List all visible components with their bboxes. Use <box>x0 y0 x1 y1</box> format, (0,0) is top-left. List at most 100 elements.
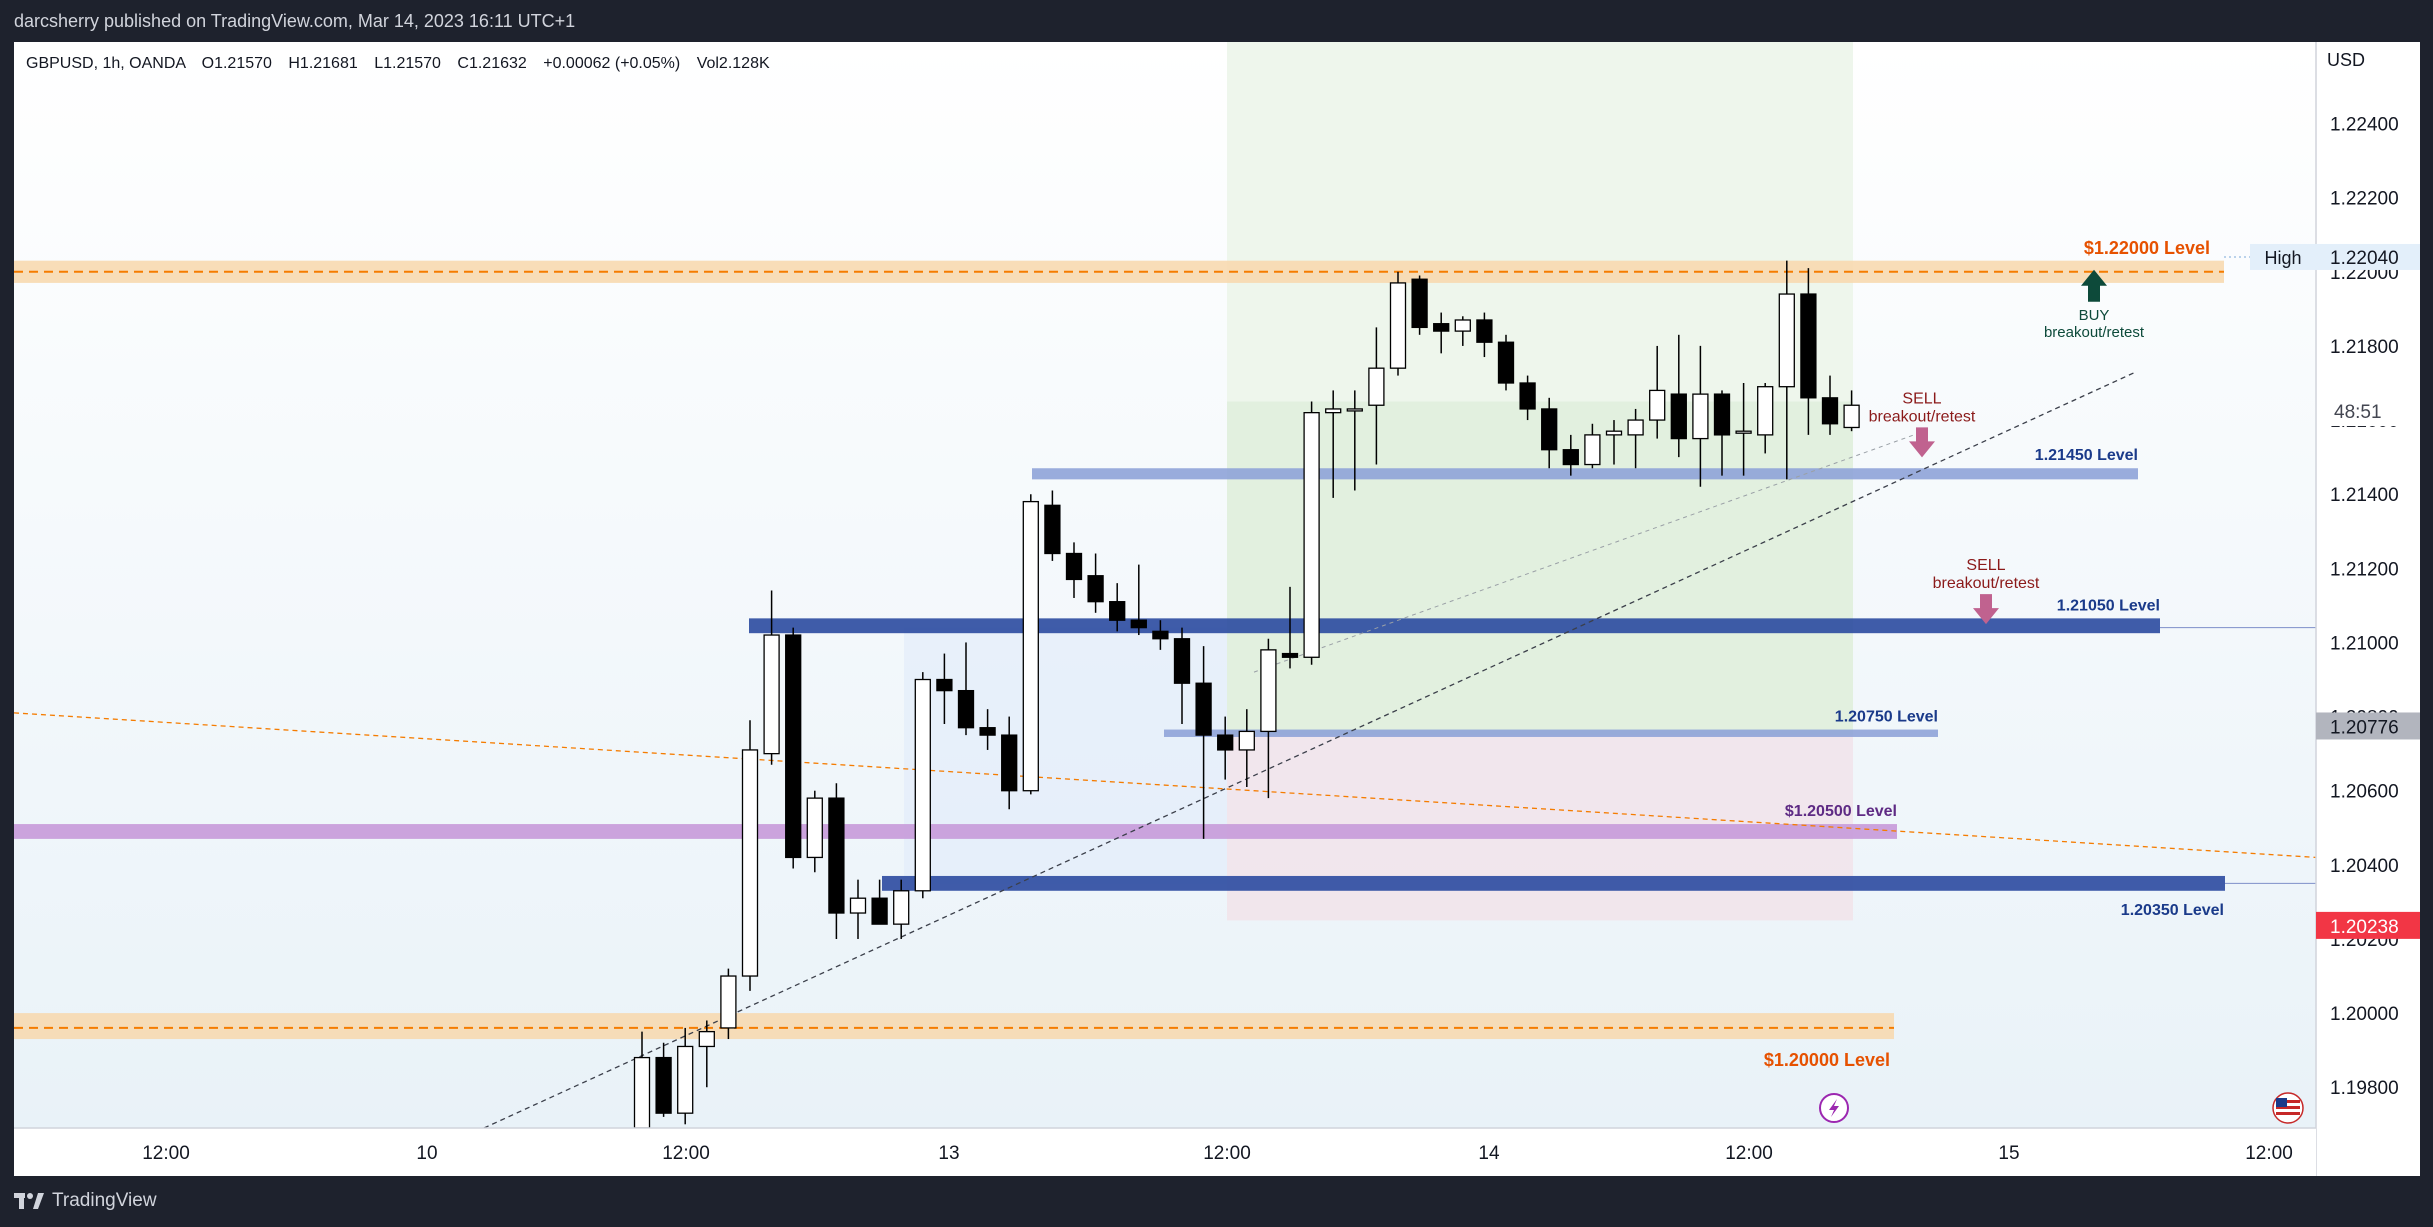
candle[interactable] <box>806 790 823 873</box>
candle[interactable] <box>1281 586 1299 669</box>
time-tick-label: 14 <box>1478 1143 1500 1164</box>
candle[interactable] <box>1303 401 1320 665</box>
time-axis-panel[interactable] <box>14 1128 2316 1176</box>
candle[interactable] <box>871 879 888 925</box>
candle[interactable] <box>633 1031 651 1129</box>
candle-body <box>1173 638 1191 684</box>
level-zone-6[interactable] <box>882 875 2225 891</box>
candle[interactable] <box>677 1027 694 1125</box>
candle[interactable] <box>1022 494 1039 795</box>
candle-body <box>914 678 931 892</box>
descending-trendline <box>13 712 2317 859</box>
candle[interactable] <box>1778 260 1795 480</box>
candle-body <box>785 634 802 859</box>
time-tick-label: 10 <box>416 1143 437 1164</box>
price-axis-panel[interactable] <box>2316 42 2420 1176</box>
level-zone-4[interactable] <box>1164 729 1938 737</box>
candle[interactable] <box>1389 271 1407 376</box>
candle-body <box>936 678 953 692</box>
lightning-icon[interactable] <box>1819 1093 1849 1123</box>
candle[interactable] <box>957 642 975 736</box>
candle[interactable] <box>1605 420 1623 465</box>
candle[interactable] <box>1843 390 1860 432</box>
candle[interactable] <box>828 783 845 939</box>
candle[interactable] <box>1195 646 1212 839</box>
candle[interactable] <box>936 653 953 724</box>
candle[interactable] <box>1649 345 1666 439</box>
candle[interactable] <box>698 1020 715 1088</box>
candle[interactable] <box>1044 490 1061 561</box>
candle[interactable] <box>1325 390 1342 498</box>
candle[interactable] <box>1433 312 1450 354</box>
level-zone-1[interactable] <box>14 1013 1894 1040</box>
candle[interactable] <box>1346 390 1363 491</box>
candle[interactable] <box>720 968 737 1040</box>
candle[interactable] <box>1627 408 1644 469</box>
projection-trendline <box>1253 434 1915 673</box>
candle-body <box>720 975 737 1029</box>
annotation-line-1: SELL <box>1902 390 1941 407</box>
candle-body <box>1346 408 1363 412</box>
candle[interactable] <box>1152 620 1169 650</box>
candle-body <box>1670 393 1687 440</box>
candle[interactable] <box>1368 327 1385 465</box>
candle[interactable] <box>1692 345 1709 487</box>
level-zone-2[interactable] <box>1032 468 2138 480</box>
candle[interactable] <box>1497 334 1515 391</box>
level-zone-0[interactable] <box>14 260 2224 283</box>
candle-body <box>1152 630 1169 640</box>
candle[interactable] <box>979 709 996 750</box>
candle[interactable] <box>741 720 759 991</box>
us-flag-icon[interactable] <box>2272 1092 2304 1124</box>
price-tick-label: 1.21000 <box>2330 633 2399 654</box>
candle-body <box>698 1030 715 1048</box>
candle[interactable] <box>785 627 802 869</box>
candle-body <box>1584 434 1601 466</box>
candle[interactable] <box>1562 434 1579 476</box>
candle[interactable] <box>893 879 910 939</box>
candle-body <box>1757 386 1774 436</box>
tradingview-logo[interactable]: TradingView <box>14 1190 157 1212</box>
candle[interactable] <box>1757 382 1774 454</box>
candle[interactable] <box>849 879 867 939</box>
annotation-line-2: breakout/retest <box>1869 408 1976 425</box>
price-tick-label: 1.21400 <box>2330 485 2399 506</box>
chart-canvas[interactable]: $1.22000 Level $1.20000 Level 1.21450 Leve… <box>13 42 2420 1176</box>
price-tick-label: 1.21200 <box>2330 559 2399 580</box>
candle[interactable] <box>1260 638 1277 799</box>
candle[interactable] <box>1800 268 1817 435</box>
candle[interactable] <box>655 1042 672 1117</box>
candle[interactable] <box>1454 316 1471 346</box>
candle[interactable] <box>1541 397 1558 469</box>
ascending-trendline <box>483 371 2137 1129</box>
candle[interactable] <box>1065 542 1083 598</box>
candle[interactable] <box>1584 423 1601 469</box>
candle[interactable] <box>1476 312 1493 358</box>
buy-arrow-icon <box>2081 269 2107 302</box>
candle[interactable] <box>1411 275 1428 335</box>
long-position-target-zone <box>1227 401 1853 736</box>
candle[interactable] <box>914 672 931 899</box>
candle[interactable] <box>1238 709 1255 788</box>
candle[interactable] <box>1087 553 1104 613</box>
candle-body <box>1022 500 1039 792</box>
footer-bar: TradingView <box>0 1176 2433 1227</box>
candle[interactable] <box>1519 375 1536 421</box>
candle[interactable] <box>1130 564 1147 636</box>
candle[interactable] <box>1217 716 1234 780</box>
candle[interactable] <box>1713 390 1731 476</box>
candle[interactable] <box>1821 375 1839 435</box>
candle[interactable] <box>1670 334 1687 458</box>
level-zone-3[interactable] <box>749 618 2160 634</box>
candle[interactable] <box>763 590 780 765</box>
level-label: 1.20350 Level <box>2121 902 2224 919</box>
current-price-box <box>2316 712 2420 740</box>
level-zone-5[interactable] <box>14 824 1897 839</box>
candle[interactable] <box>1109 583 1126 632</box>
candle[interactable] <box>1001 716 1018 810</box>
candle[interactable] <box>1173 627 1191 724</box>
candle[interactable] <box>1735 382 1752 476</box>
